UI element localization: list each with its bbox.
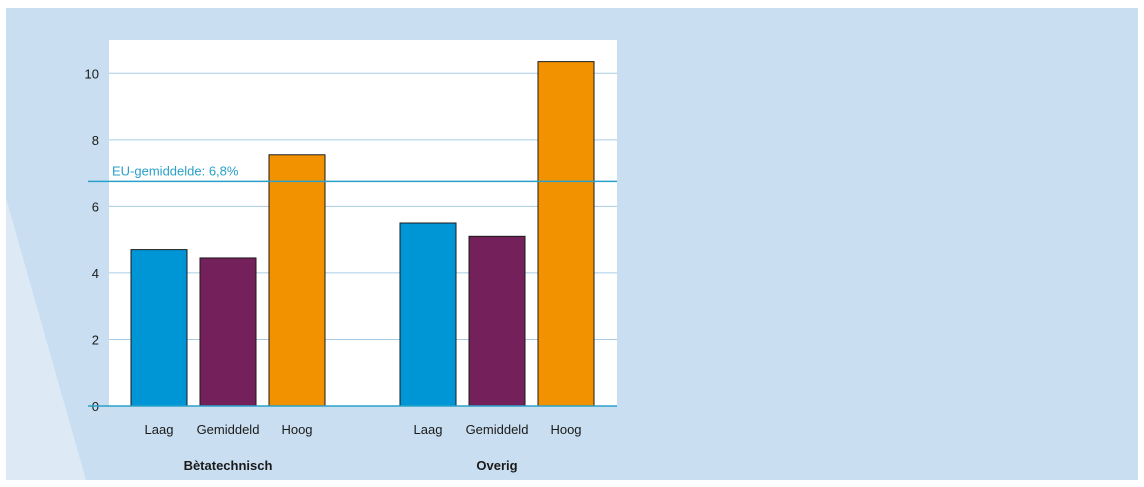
bar-chart: 0246810LaagGemiddeldHoogBètatechnischLaa… (85, 40, 617, 473)
x-group-label: Bètatechnisch (184, 458, 273, 473)
bar-gemiddeld (468, 235, 526, 407)
x-category-label: Laag (414, 422, 443, 437)
x-category-label: Gemiddeld (197, 422, 260, 437)
background-wedge (6, 198, 86, 480)
x-category-label: Hoog (550, 422, 581, 437)
bar-laag (130, 249, 188, 407)
bar-gemiddeld (199, 257, 257, 407)
y-tick-label: 6 (92, 199, 99, 214)
y-tick-label: 10 (85, 66, 99, 81)
x-category-label: Laag (145, 422, 174, 437)
y-tick-label: 4 (92, 266, 99, 281)
x-group-label: Overig (476, 458, 517, 473)
x-category-label: Gemiddeld (466, 422, 529, 437)
chart-frame: 0246810LaagGemiddeldHoogBètatechnischLaa… (6, 8, 1138, 480)
bar-hoog (537, 61, 595, 407)
reference-line-label: EU-gemiddelde: 6,8% (112, 163, 239, 178)
y-tick-label: 2 (92, 332, 99, 347)
bar-hoog (268, 154, 326, 407)
plot-area (109, 40, 617, 406)
bar-laag (399, 222, 457, 407)
y-tick-label: 8 (92, 133, 99, 148)
x-category-label: Hoog (281, 422, 312, 437)
